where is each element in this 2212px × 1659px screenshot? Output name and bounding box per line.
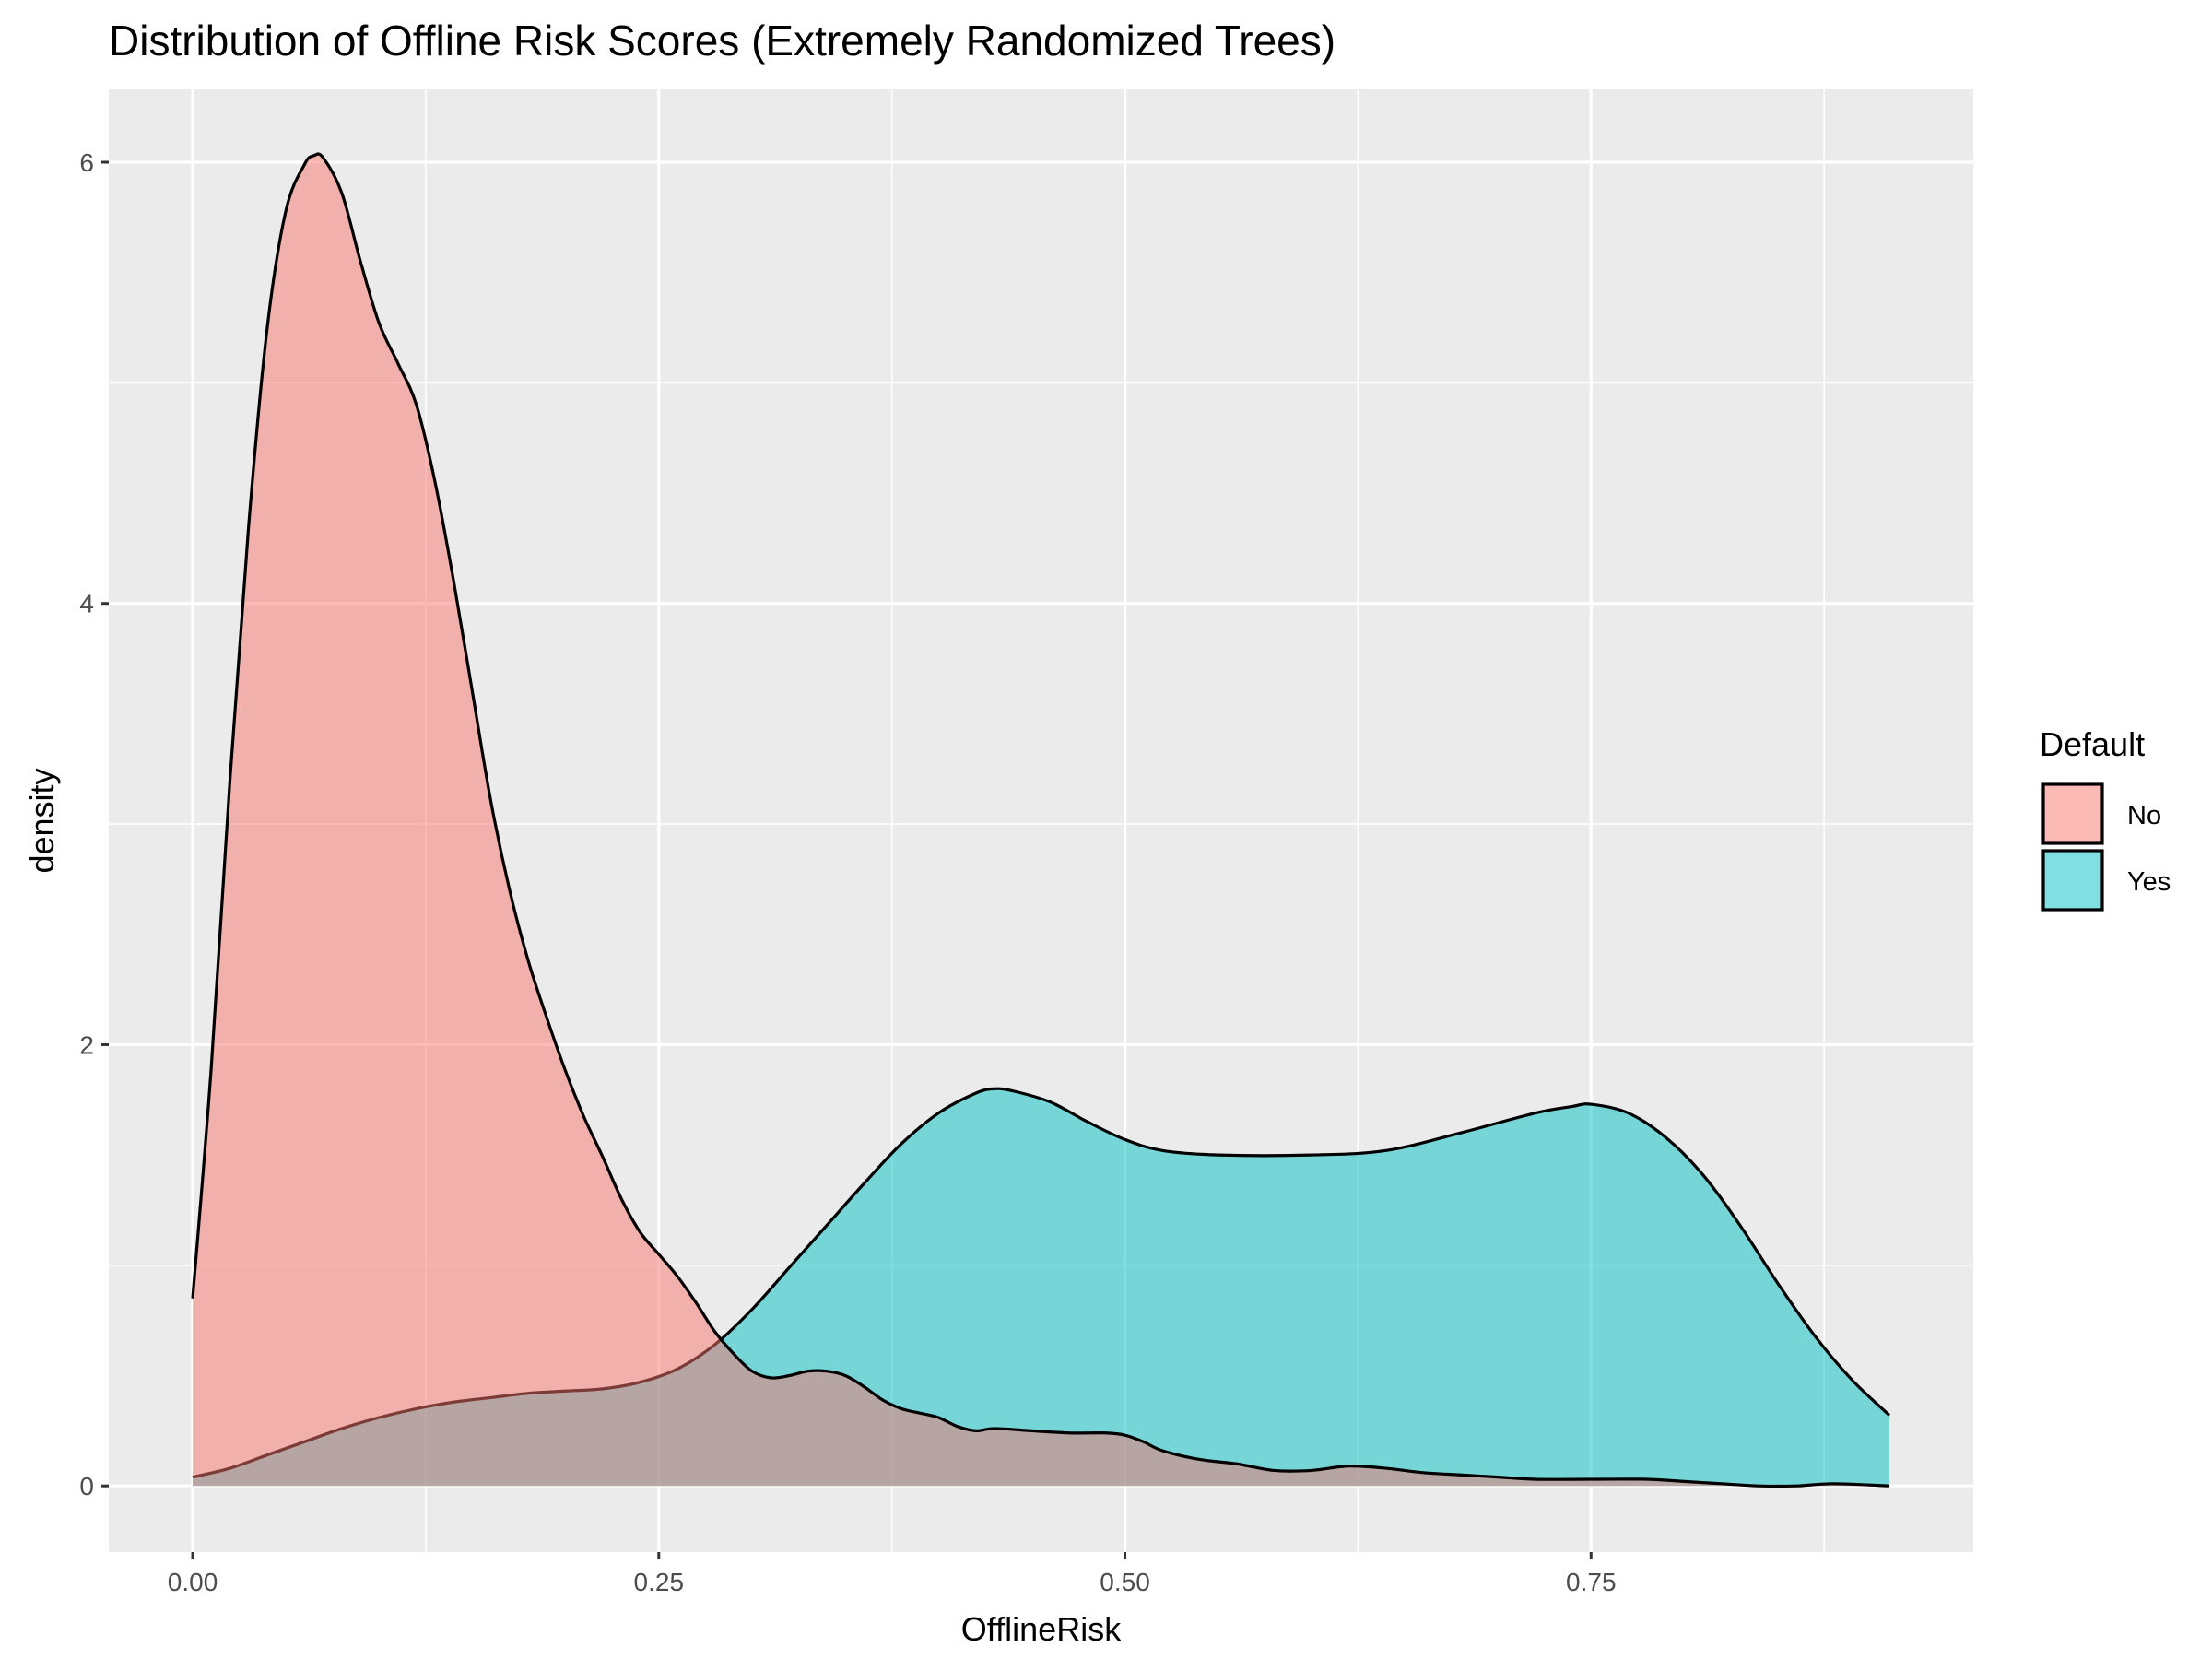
y-tick-label: 6 <box>79 148 94 177</box>
y-tick-label: 4 <box>79 590 94 618</box>
chart-title: Distribution of Offline Risk Scores (Ext… <box>109 17 1335 65</box>
x-tick-label: 0.00 <box>168 1568 218 1596</box>
x-axis-title: OfflineRisk <box>961 1610 1122 1648</box>
y-tick-label: 2 <box>79 1030 94 1059</box>
x-tick-label: 0.50 <box>1100 1568 1150 1596</box>
legend: Default No Yes <box>2040 725 2171 912</box>
density-area-yes <box>193 1088 1889 1487</box>
density-line-no <box>191 152 1890 1488</box>
x-tick-label: 0.25 <box>634 1568 685 1596</box>
legend-title: Default <box>2040 725 2145 763</box>
legend-label-no: No <box>2127 801 2161 830</box>
density-area-no <box>193 154 1889 1487</box>
y-axis-title: density <box>23 768 61 873</box>
x-tick-label: 0.75 <box>1566 1568 1617 1596</box>
legend-label-yes: Yes <box>2127 867 2171 897</box>
axes: 0.00 0.25 0.50 0.75 0 2 4 6 <box>79 148 1616 1596</box>
legend-key-no <box>2041 782 2104 845</box>
y-tick-label: 0 <box>79 1472 94 1500</box>
legend-items: No Yes <box>2041 782 2171 912</box>
density-series <box>191 152 1891 1488</box>
legend-key-yes <box>2041 849 2104 912</box>
